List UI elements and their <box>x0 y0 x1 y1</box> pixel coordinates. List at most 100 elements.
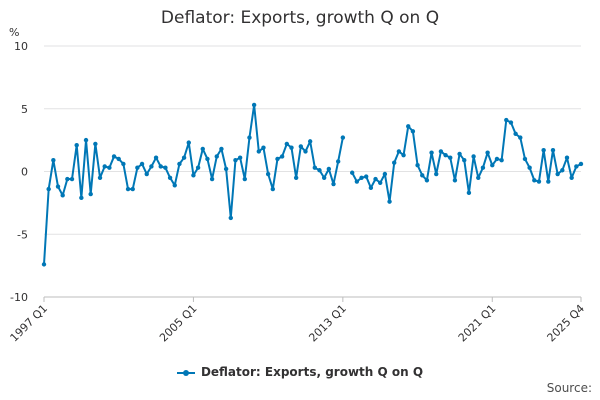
data-point <box>522 156 528 162</box>
x-tick-label: 2013 Q1 <box>306 302 349 345</box>
data-point <box>434 171 439 177</box>
data-point <box>331 181 336 187</box>
data-point <box>158 164 163 169</box>
data-point <box>317 168 322 173</box>
data-point <box>312 165 318 170</box>
data-point <box>55 184 61 189</box>
data-point <box>275 156 280 162</box>
data-point <box>163 165 168 170</box>
data-point <box>424 178 430 183</box>
y-axis-label: % <box>9 26 19 39</box>
data-point <box>125 186 131 192</box>
data-point <box>93 141 98 147</box>
data-point <box>326 166 332 172</box>
data-point <box>415 163 420 168</box>
data-point <box>364 174 369 179</box>
data-point <box>420 173 425 178</box>
data-point <box>153 155 159 160</box>
y-tick-label: -10 <box>10 291 28 304</box>
data-point <box>139 161 145 167</box>
data-point <box>307 139 313 144</box>
data-point <box>532 178 537 183</box>
data-point <box>223 166 229 172</box>
data-point <box>396 149 402 154</box>
data-point <box>186 140 191 145</box>
data-point <box>195 165 201 170</box>
data-point <box>382 171 388 177</box>
data-point <box>410 129 416 134</box>
data-point <box>51 158 56 163</box>
data-point <box>466 190 472 196</box>
data-point <box>480 165 486 170</box>
data-point <box>335 159 341 164</box>
legend[interactable]: Deflator: Exports, growth Q on Q <box>0 365 600 379</box>
data-point <box>321 175 327 180</box>
data-point <box>130 186 135 192</box>
data-point <box>270 186 276 192</box>
data-point <box>429 150 434 155</box>
data-point <box>46 186 51 192</box>
data-point <box>401 152 406 158</box>
x-tick-label: 2005 Q1 <box>157 302 200 345</box>
data-point <box>200 146 205 152</box>
data-point <box>181 155 187 160</box>
data-point <box>406 124 411 129</box>
x-tick-label: 2025 Q4 <box>545 302 588 345</box>
data-point <box>289 145 294 150</box>
data-point <box>97 175 103 180</box>
data-point <box>242 176 247 182</box>
data-point <box>191 173 196 178</box>
data-point <box>74 142 79 148</box>
data-point <box>247 135 252 140</box>
data-point <box>251 102 257 108</box>
y-tick-label: 0 <box>21 166 28 179</box>
data-point <box>205 156 210 162</box>
data-point <box>513 131 518 137</box>
data-point <box>111 154 117 159</box>
data-point <box>69 176 75 182</box>
data-point <box>293 175 299 180</box>
data-point <box>237 155 243 160</box>
data-point <box>261 145 266 150</box>
data-point <box>490 163 495 168</box>
y-tick-label: -5 <box>17 228 28 241</box>
axes: 10 5 0 -5 -10% 1997 Q1 2005 Q1 2013 Q1 2021 Q1 20… <box>8 26 588 344</box>
legend-swatch-icon <box>176 369 195 376</box>
data-point <box>387 199 392 204</box>
data-point <box>448 155 453 160</box>
data-point <box>499 158 504 163</box>
data-point <box>508 120 514 125</box>
data-point <box>494 156 500 162</box>
data-point <box>457 151 462 157</box>
series-line <box>43 103 582 265</box>
data-point <box>303 149 308 154</box>
x-tick-label: 2021 Q1 <box>456 302 499 345</box>
data-point <box>555 171 560 177</box>
data-point <box>284 141 290 147</box>
data-point <box>107 165 112 170</box>
y-tick-label: 5 <box>21 103 28 116</box>
data-point <box>102 164 107 169</box>
data-point <box>149 164 154 169</box>
data-point <box>88 191 93 197</box>
data-point <box>574 164 579 169</box>
data-point <box>546 179 551 184</box>
data-point <box>485 150 490 155</box>
data-point <box>144 171 149 177</box>
data-point <box>214 154 219 159</box>
data-point <box>471 154 476 159</box>
chart-title: Deflator: Exports, growth Q on Q <box>160 8 440 28</box>
data-point <box>340 135 346 140</box>
data-point <box>578 161 584 167</box>
data-point <box>536 179 542 184</box>
data-point <box>172 183 177 188</box>
data-point <box>373 176 378 182</box>
data-point <box>368 185 374 191</box>
data-point <box>167 175 173 180</box>
data-point <box>41 262 47 267</box>
data-point <box>116 156 121 162</box>
data-point <box>550 147 556 153</box>
data-point <box>564 155 570 160</box>
data-point <box>256 149 261 154</box>
